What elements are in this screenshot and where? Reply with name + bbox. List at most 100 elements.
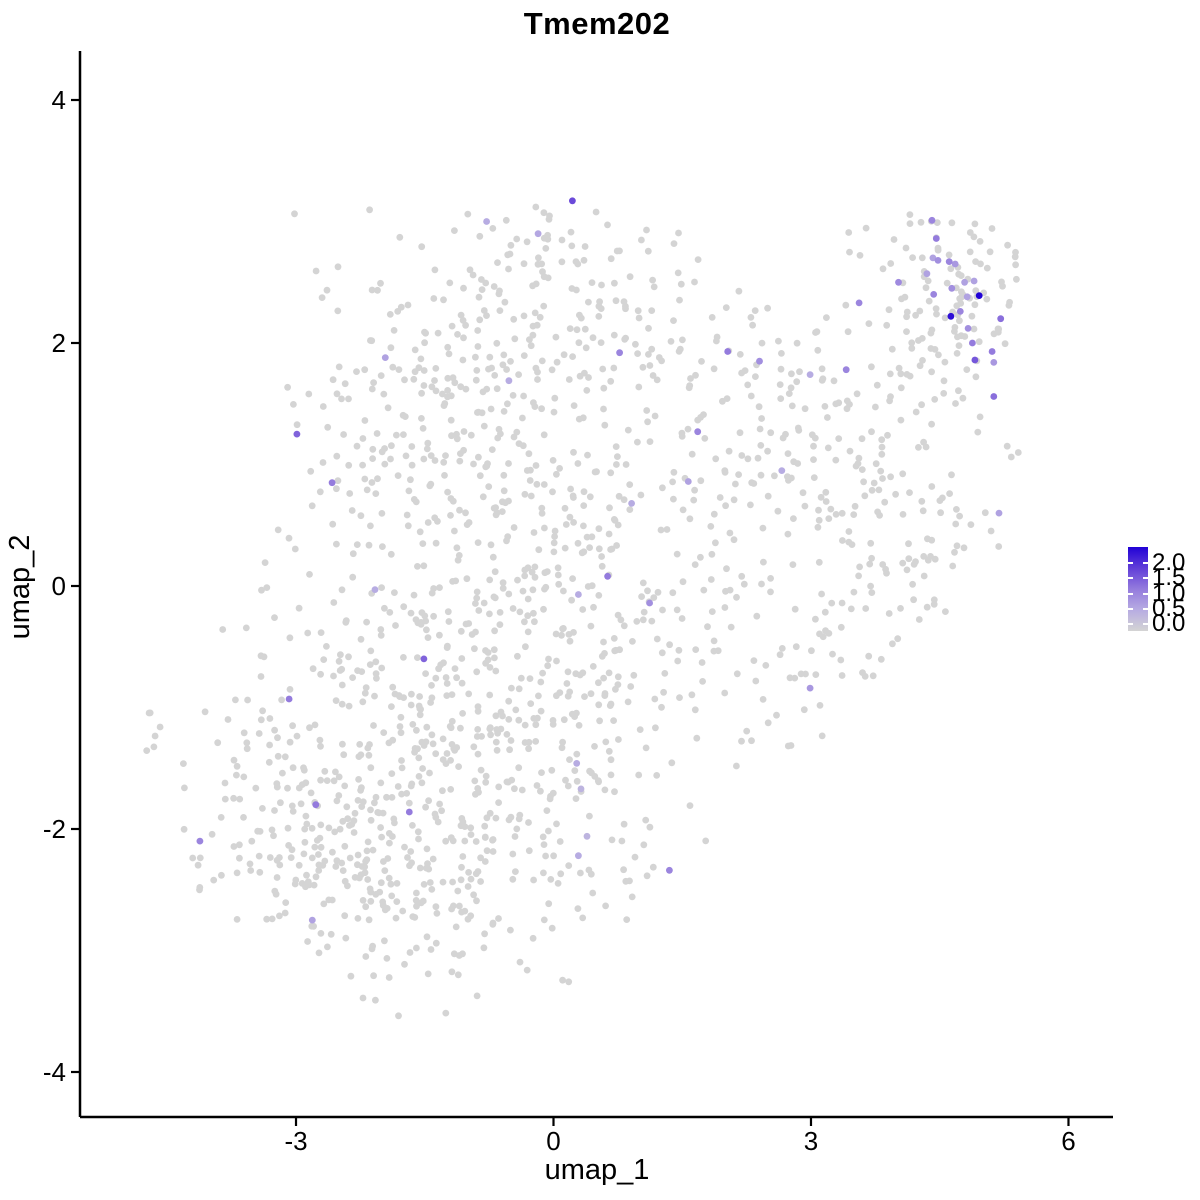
cell-point	[346, 854, 354, 862]
cell-point	[553, 657, 560, 665]
cell-point	[919, 507, 927, 515]
cell-point	[988, 225, 996, 232]
expressing-cell-point	[969, 339, 976, 347]
cell-point	[387, 550, 395, 558]
cell-point	[581, 693, 588, 700]
cell-point	[413, 902, 420, 910]
cell-point	[563, 680, 571, 687]
cell-point	[539, 833, 547, 841]
cell-point	[644, 247, 652, 255]
expressing-cell-point	[923, 270, 931, 278]
cell-point	[321, 767, 329, 775]
cell-point	[388, 703, 395, 710]
cell-point	[508, 776, 516, 784]
cell-point	[764, 304, 771, 312]
cell-point	[445, 618, 453, 625]
cell-point	[588, 582, 596, 590]
cell-point	[946, 490, 953, 497]
cell-point	[570, 402, 578, 409]
cell-point	[479, 493, 487, 501]
expressing-cell-point	[616, 349, 623, 357]
expressing-cell-point	[646, 599, 653, 607]
cell-point	[311, 721, 319, 729]
cell-point	[309, 665, 317, 673]
colorbar-gradient	[1128, 547, 1148, 631]
cell-point	[598, 553, 605, 560]
cell-point	[585, 298, 592, 306]
cell-point	[333, 485, 340, 493]
cell-point	[447, 834, 455, 842]
cell-point	[692, 646, 700, 653]
cell-point	[459, 853, 467, 860]
cell-point	[361, 366, 369, 374]
cell-point	[538, 769, 545, 776]
cell-point	[721, 604, 729, 611]
cell-point	[331, 828, 339, 836]
cell-point	[970, 325, 978, 333]
cell-point	[368, 479, 376, 486]
cell-point	[348, 507, 356, 514]
cell-point	[845, 229, 853, 236]
cell-point	[639, 616, 647, 624]
cell-point	[865, 652, 873, 660]
cell-point	[516, 608, 524, 616]
cell-point	[813, 328, 821, 336]
cell-point	[281, 753, 289, 761]
cell-point	[698, 358, 705, 365]
cell-point	[643, 407, 651, 414]
cell-point	[422, 738, 430, 746]
cell-point	[444, 608, 452, 616]
cell-point	[489, 836, 497, 843]
cell-point	[793, 378, 801, 386]
cell-point	[477, 878, 484, 885]
cell-point	[287, 854, 295, 861]
cell-point	[525, 450, 533, 458]
cell-point	[612, 685, 619, 693]
cell-point	[503, 537, 510, 545]
cell-point	[432, 365, 440, 372]
cell-point	[845, 528, 853, 535]
cell-point	[630, 671, 638, 679]
cell-point	[408, 859, 415, 867]
expressing-cell-point	[308, 916, 316, 924]
cell-point	[983, 264, 991, 272]
cell-point	[219, 626, 227, 633]
cell-point	[334, 307, 342, 315]
cell-point	[415, 835, 422, 843]
cell-point	[303, 820, 311, 828]
cell-point	[391, 589, 398, 596]
cell-point	[507, 926, 514, 934]
cell-point	[330, 777, 338, 785]
cell-point	[708, 550, 716, 558]
cell-point	[348, 820, 356, 828]
cell-point	[494, 259, 501, 266]
cell-point	[673, 550, 681, 558]
cell-point	[284, 383, 291, 391]
cell-point	[431, 266, 439, 274]
cell-point	[295, 604, 303, 612]
cell-point	[628, 893, 636, 901]
cell-point	[945, 251, 953, 259]
cell-point	[905, 555, 913, 563]
cell-point	[600, 638, 607, 646]
cell-point	[400, 654, 407, 661]
cell-point	[399, 907, 407, 915]
cell-point	[443, 680, 451, 687]
cell-point	[388, 794, 396, 801]
legend-label: 2.0	[1152, 549, 1186, 576]
cell-point	[818, 365, 826, 373]
cell-point	[595, 313, 603, 320]
cell-point	[349, 550, 357, 558]
cell-point	[899, 559, 907, 567]
cell-point	[868, 363, 875, 371]
cell-point	[842, 301, 850, 309]
cell-point	[418, 779, 426, 787]
cell-point	[412, 616, 420, 623]
cell-point	[362, 903, 370, 911]
cell-point	[240, 814, 247, 821]
cell-point	[607, 255, 615, 263]
cell-point	[284, 824, 292, 832]
cell-point	[654, 588, 662, 596]
cell-point	[963, 366, 971, 373]
cell-point	[411, 914, 419, 921]
